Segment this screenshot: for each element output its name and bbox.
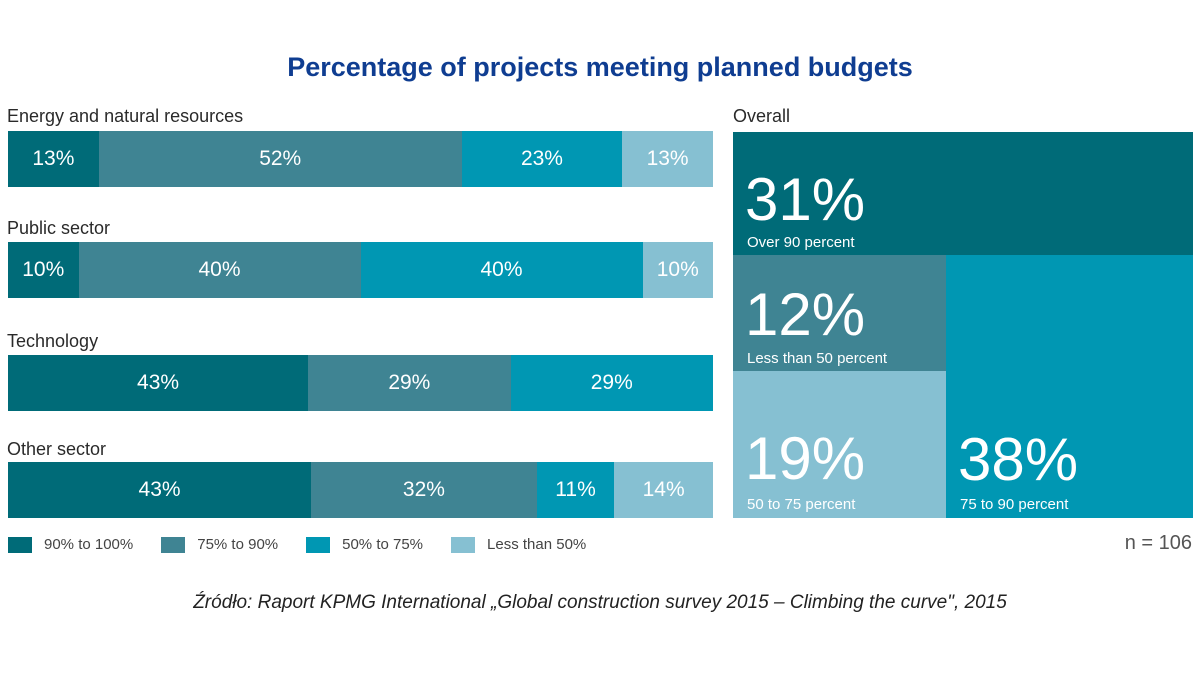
legend-swatch (161, 536, 186, 553)
bar-segment: 11% (536, 462, 615, 518)
bar-segment: 32% (311, 462, 537, 518)
source-citation: Źródło: Raport KPMG International „Globa… (193, 592, 1007, 613)
bar-segment: 10% (642, 242, 713, 298)
bar-segment: 10% (8, 242, 79, 298)
category-label-energy: Energy and natural resources (7, 106, 244, 126)
bar-segment: 13% (622, 131, 713, 187)
bar-segment: 29% (510, 355, 713, 411)
legend-item-less-50: Less than 50% (451, 536, 586, 553)
category-label-other-sector: Other sector (7, 439, 107, 459)
legend-item-75-90: 75% to 90% (161, 536, 278, 553)
legend-swatch (451, 536, 476, 553)
bar-row-public-sector: 10% 40% 40% 10% (8, 242, 713, 298)
category-label-technology: Technology (7, 331, 99, 351)
bar-segment: 52% (98, 131, 462, 187)
legend-label: Less than 50% (487, 536, 587, 553)
bar-row-other-sector: 43% 32% 11% 14% (8, 462, 713, 518)
category-label-public-sector: Public sector (7, 218, 111, 238)
overall-treemap: 31% Over 90 percent 12% Less than 50 per… (733, 132, 1193, 518)
tile-caption: 50 to 75 percent (747, 496, 856, 513)
bar-segment: 40% (78, 242, 361, 298)
tile-percent: 12% (745, 281, 866, 348)
legend-item-50-75: 50% to 75% (306, 536, 423, 553)
legend: 90% to 100% 75% to 90% 50% to 75% Less t… (8, 536, 614, 553)
legend-label: 90% to 100% (44, 536, 134, 553)
tile-percent: 31% (745, 166, 866, 233)
legend-label: 75% to 90% (197, 536, 279, 553)
legend-swatch (8, 536, 32, 553)
legend-swatch (306, 536, 331, 553)
tile-percent: 19% (745, 425, 866, 492)
bar-row-energy: 13% 52% 23% 13% (8, 131, 713, 187)
bar-row-technology: 43% 29% 29% (8, 355, 713, 411)
bar-segment: 43% (8, 462, 312, 518)
tile-caption: 75 to 90 percent (960, 496, 1069, 513)
overall-label: Overall (733, 106, 791, 126)
bar-segment: 13% (8, 131, 99, 187)
treemap-tile-over-90: 31% Over 90 percent (733, 132, 1193, 255)
bar-segment: 23% (461, 131, 623, 187)
bar-segment: 14% (614, 462, 713, 518)
bar-segment: 43% (8, 355, 309, 411)
bar-segment: 40% (360, 242, 643, 298)
tile-percent: 38% (958, 426, 1079, 493)
legend-item-90-100: 90% to 100% (8, 536, 133, 553)
treemap-tile-50-75: 19% 50 to 75 percent (733, 371, 946, 518)
treemap-tile-75-90: 38% 75 to 90 percent (946, 255, 1193, 518)
tile-caption: Less than 50 percent (747, 350, 888, 367)
bar-segment: 29% (308, 355, 511, 411)
tile-caption: Over 90 percent (747, 234, 855, 251)
chart-title: Percentage of projects meeting planned b… (287, 52, 913, 82)
sample-size-note: n = 106 (1124, 532, 1192, 554)
legend-label: 50% to 75% (342, 536, 424, 553)
treemap-tile-less-50: 12% Less than 50 percent (733, 255, 946, 371)
